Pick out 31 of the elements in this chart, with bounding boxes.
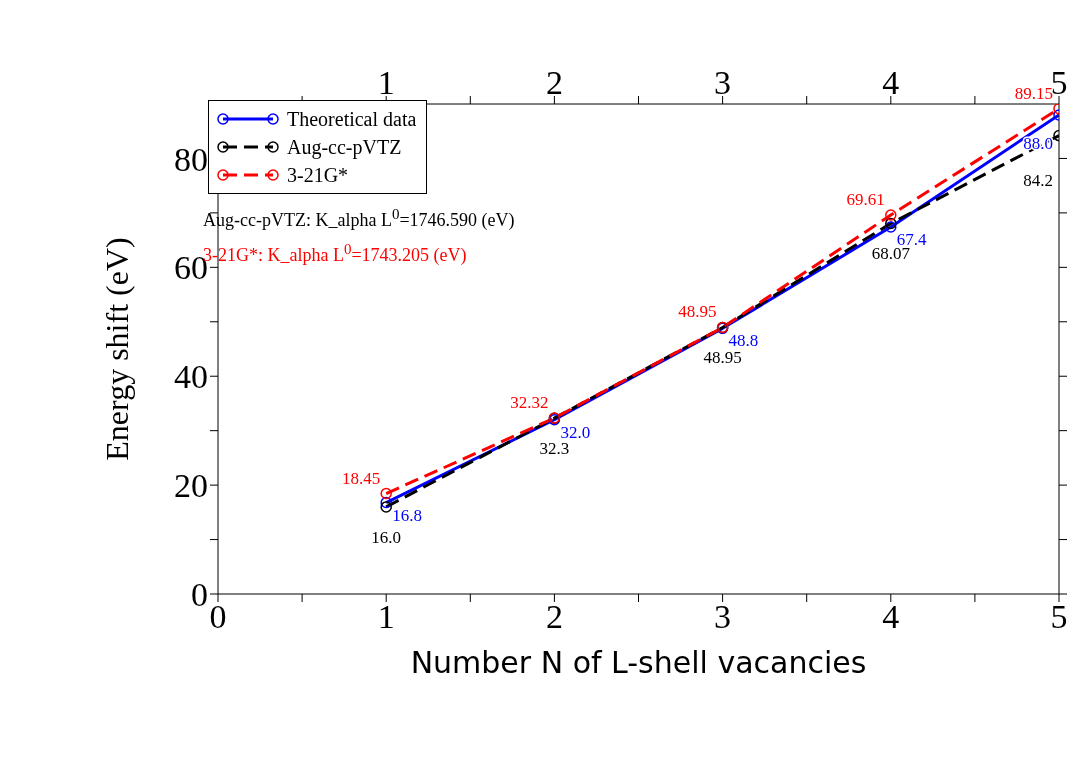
x-axis-title: Number N of L-shell vacancies: [410, 645, 867, 680]
legend-label: 3-21G*: [287, 163, 349, 187]
x2-tick-label: 1: [377, 64, 395, 101]
y-tick-label: 80: [174, 140, 208, 178]
data-label: 88.0: [1023, 133, 1053, 153]
x-tick-label: 2: [545, 598, 563, 636]
data-label: 16.0: [371, 527, 402, 547]
y-tick-label: 40: [174, 358, 208, 396]
data-label: 69.61: [846, 190, 885, 210]
data-label: 32.0: [560, 422, 591, 442]
x-tick-label: 1: [377, 598, 395, 636]
legend-label: Theoretical data: [287, 107, 417, 131]
data-label: 48.8: [728, 331, 759, 351]
x2-tick-label: 4: [882, 64, 900, 101]
data-label: 84.2: [1023, 170, 1053, 190]
x-tick-label: 3: [714, 598, 732, 636]
y-tick-label: 20: [174, 467, 208, 505]
y-axis-title: Energy shift (eV): [99, 237, 136, 461]
data-label: 16.8: [392, 505, 422, 525]
data-label: 18.45: [341, 468, 381, 488]
annotation: Aug-cc-pVTZ: K_alpha L$^{0}$=1746.590 (eV): [203, 206, 515, 231]
data-label: 32.3: [539, 439, 570, 459]
data-label: 48.95: [678, 302, 717, 322]
x2-tick-label: 2: [545, 64, 563, 101]
data-label: 68.07: [871, 244, 911, 264]
data-label: 32.32: [510, 393, 549, 413]
legend-label: Aug-cc-pVTZ: [287, 135, 402, 159]
x-tick-label: 4: [882, 598, 900, 636]
x2-tick-label: 3: [714, 64, 732, 101]
data-label: 48.95: [703, 348, 742, 368]
x-tick-label: 5: [1050, 598, 1068, 636]
